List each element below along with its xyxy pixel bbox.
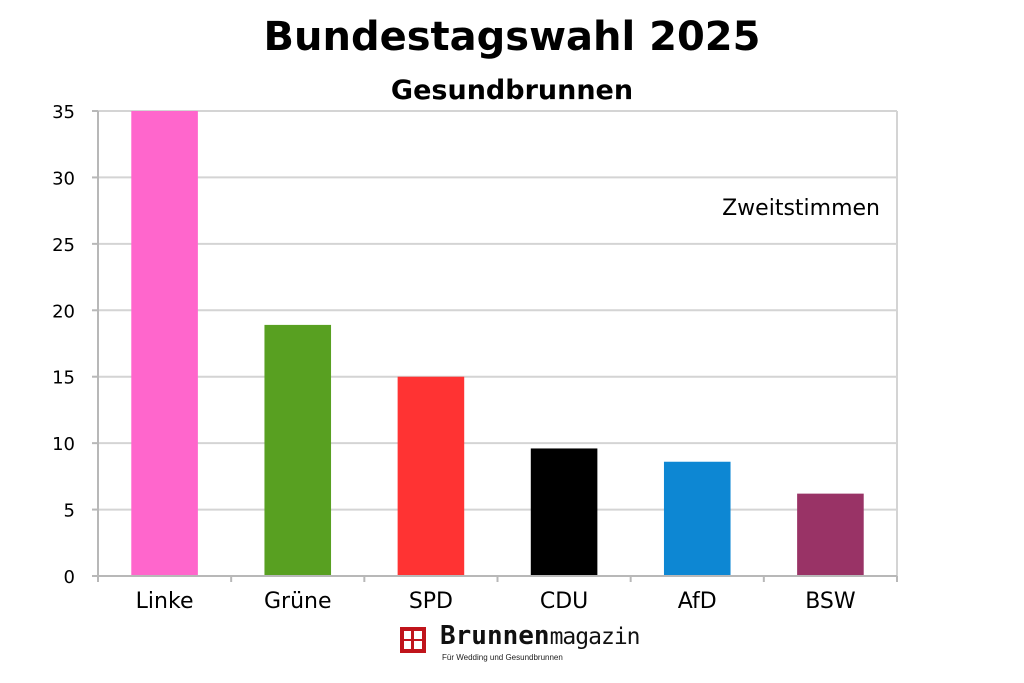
y-tick-labels: 0 5 10 15 20 25 30 35 bbox=[52, 102, 75, 588]
y-tick-label: 35 bbox=[52, 102, 75, 123]
chart-annotation: Zweitstimmen bbox=[722, 196, 880, 221]
window-logo-icon bbox=[400, 627, 426, 653]
logo-name-light: magazin bbox=[549, 624, 641, 650]
bar-grüne bbox=[264, 324, 332, 576]
grid-lines bbox=[98, 110, 898, 577]
chart-subtitle: Gesundbrunnen bbox=[390, 75, 634, 106]
y-tick-label: 5 bbox=[64, 501, 75, 522]
bar-cdu bbox=[530, 448, 598, 576]
x-tick-label: CDU bbox=[540, 589, 588, 614]
bar-spd bbox=[397, 376, 465, 576]
axes bbox=[92, 110, 898, 582]
y-tick-label: 15 bbox=[52, 368, 75, 389]
bar-bsw bbox=[797, 493, 864, 576]
x-tick-labels: Linke Grüne SPD CDU AfD BSW bbox=[136, 589, 856, 614]
x-tick-label: Grüne bbox=[264, 589, 332, 614]
logo-tagline: Für Wedding und Gesundbrunnen bbox=[442, 653, 563, 662]
x-tick-label: Linke bbox=[136, 589, 194, 614]
brand-logo: Brunnenmagazin Für Wedding und Gesundbru… bbox=[400, 621, 641, 664]
logo-wordmark: Brunnenmagazin bbox=[440, 620, 641, 653]
y-tick-label: 0 bbox=[64, 567, 75, 588]
bars bbox=[131, 111, 864, 576]
bar-linke bbox=[131, 111, 198, 576]
y-tick-label: 10 bbox=[52, 434, 75, 455]
bar-chart: 0 5 10 15 20 25 30 35 Linke Grüne SPD CDU AfD BSW Zw… bbox=[52, 102, 898, 614]
x-tick-label: SPD bbox=[409, 589, 453, 614]
y-tick-label: 25 bbox=[52, 235, 75, 256]
y-tick-label: 30 bbox=[52, 168, 75, 189]
logo-name-bold: Brunnen bbox=[440, 621, 550, 651]
x-tick-label: AfD bbox=[678, 589, 717, 614]
bar-afd bbox=[663, 461, 731, 576]
y-tick-label: 20 bbox=[52, 301, 75, 322]
x-tick-label: BSW bbox=[805, 589, 856, 614]
chart-title: Bundestagswahl 2025 bbox=[263, 14, 761, 60]
